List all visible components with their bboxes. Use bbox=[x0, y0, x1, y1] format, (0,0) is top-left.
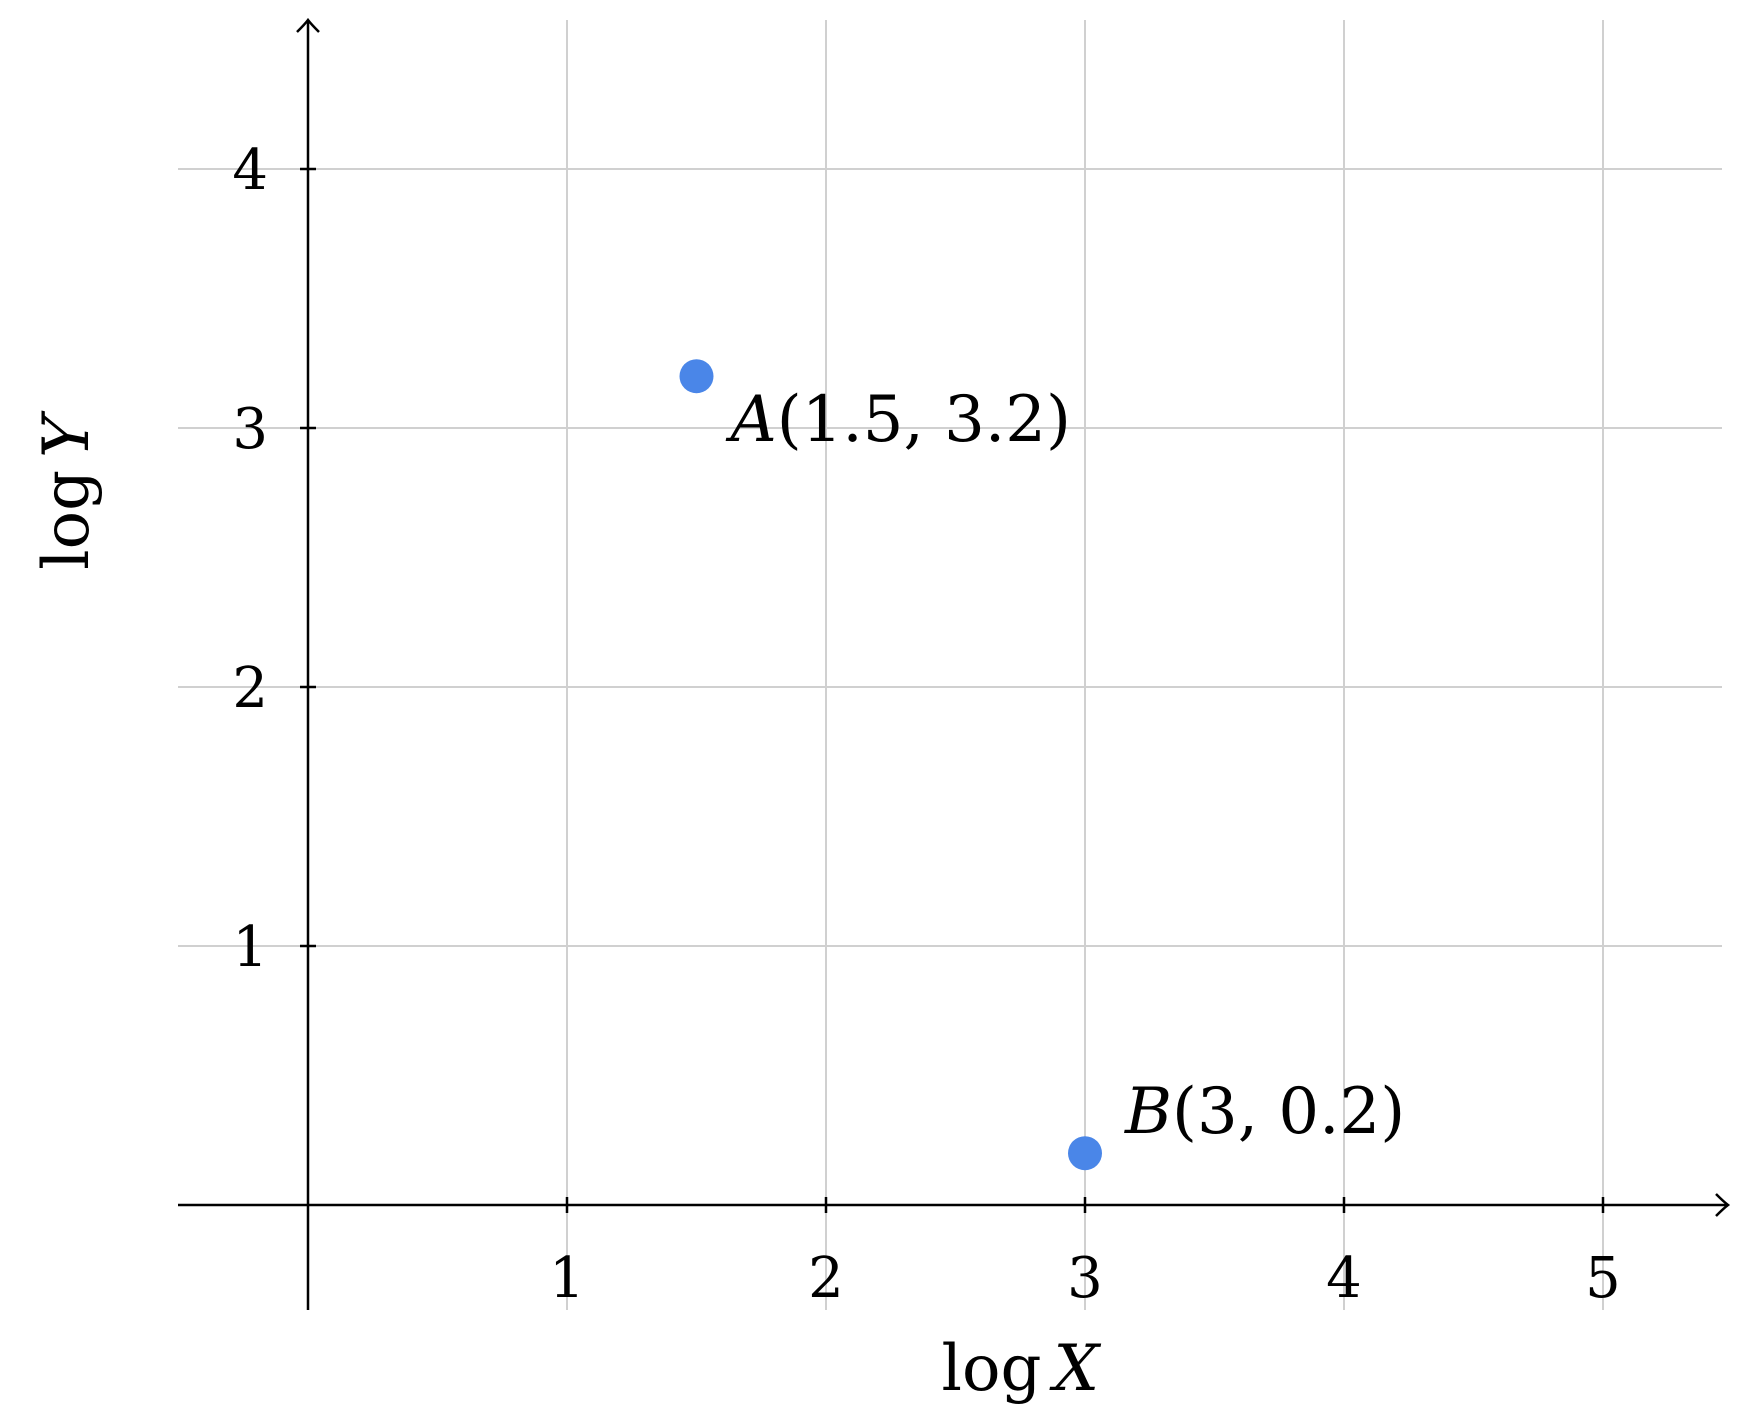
point-label-name: B bbox=[1124, 1075, 1172, 1149]
y-tick-label: 4 bbox=[232, 138, 268, 203]
y-axis-arrowhead bbox=[296, 17, 320, 33]
x-tick-label: 5 bbox=[1585, 1246, 1621, 1311]
x-axis-arrowhead bbox=[1715, 1193, 1731, 1217]
x-axis-label: log X bbox=[941, 1332, 1101, 1406]
point-label-name: A bbox=[726, 383, 777, 457]
y-axis-label-prefix: log bbox=[30, 470, 104, 570]
x-tick-label: 2 bbox=[808, 1246, 844, 1311]
y-tick-label: 2 bbox=[232, 656, 268, 721]
ticks: 1234512345 bbox=[232, 138, 1621, 1311]
grid bbox=[178, 20, 1722, 1310]
point-a bbox=[679, 359, 714, 394]
point-label-coords: (3, 0.2) bbox=[1172, 1075, 1405, 1149]
axes bbox=[178, 17, 1731, 1310]
x-tick-label: 3 bbox=[1067, 1246, 1103, 1311]
x-axis-label-var: X bbox=[1048, 1332, 1101, 1406]
y-axis-label: log Y bbox=[30, 410, 104, 570]
point-label-coords: (1.5, 3.2) bbox=[777, 383, 1071, 457]
data-points: A(1.5, 3.2) B(3, 0.2) bbox=[679, 359, 1405, 1171]
point-label-a: A(1.5, 3.2) bbox=[726, 383, 1071, 457]
x-tick-label: 4 bbox=[1326, 1246, 1362, 1311]
y-tick-label: 3 bbox=[232, 397, 268, 462]
y-axis-label-var: Y bbox=[30, 410, 104, 458]
point-b bbox=[1068, 1136, 1102, 1171]
y-tick-label: 1 bbox=[232, 915, 268, 980]
x-axis-label-prefix: log bbox=[941, 1332, 1041, 1406]
x-tick-label: 1 bbox=[549, 1246, 585, 1311]
point-label-b: B(3, 0.2) bbox=[1124, 1075, 1405, 1149]
